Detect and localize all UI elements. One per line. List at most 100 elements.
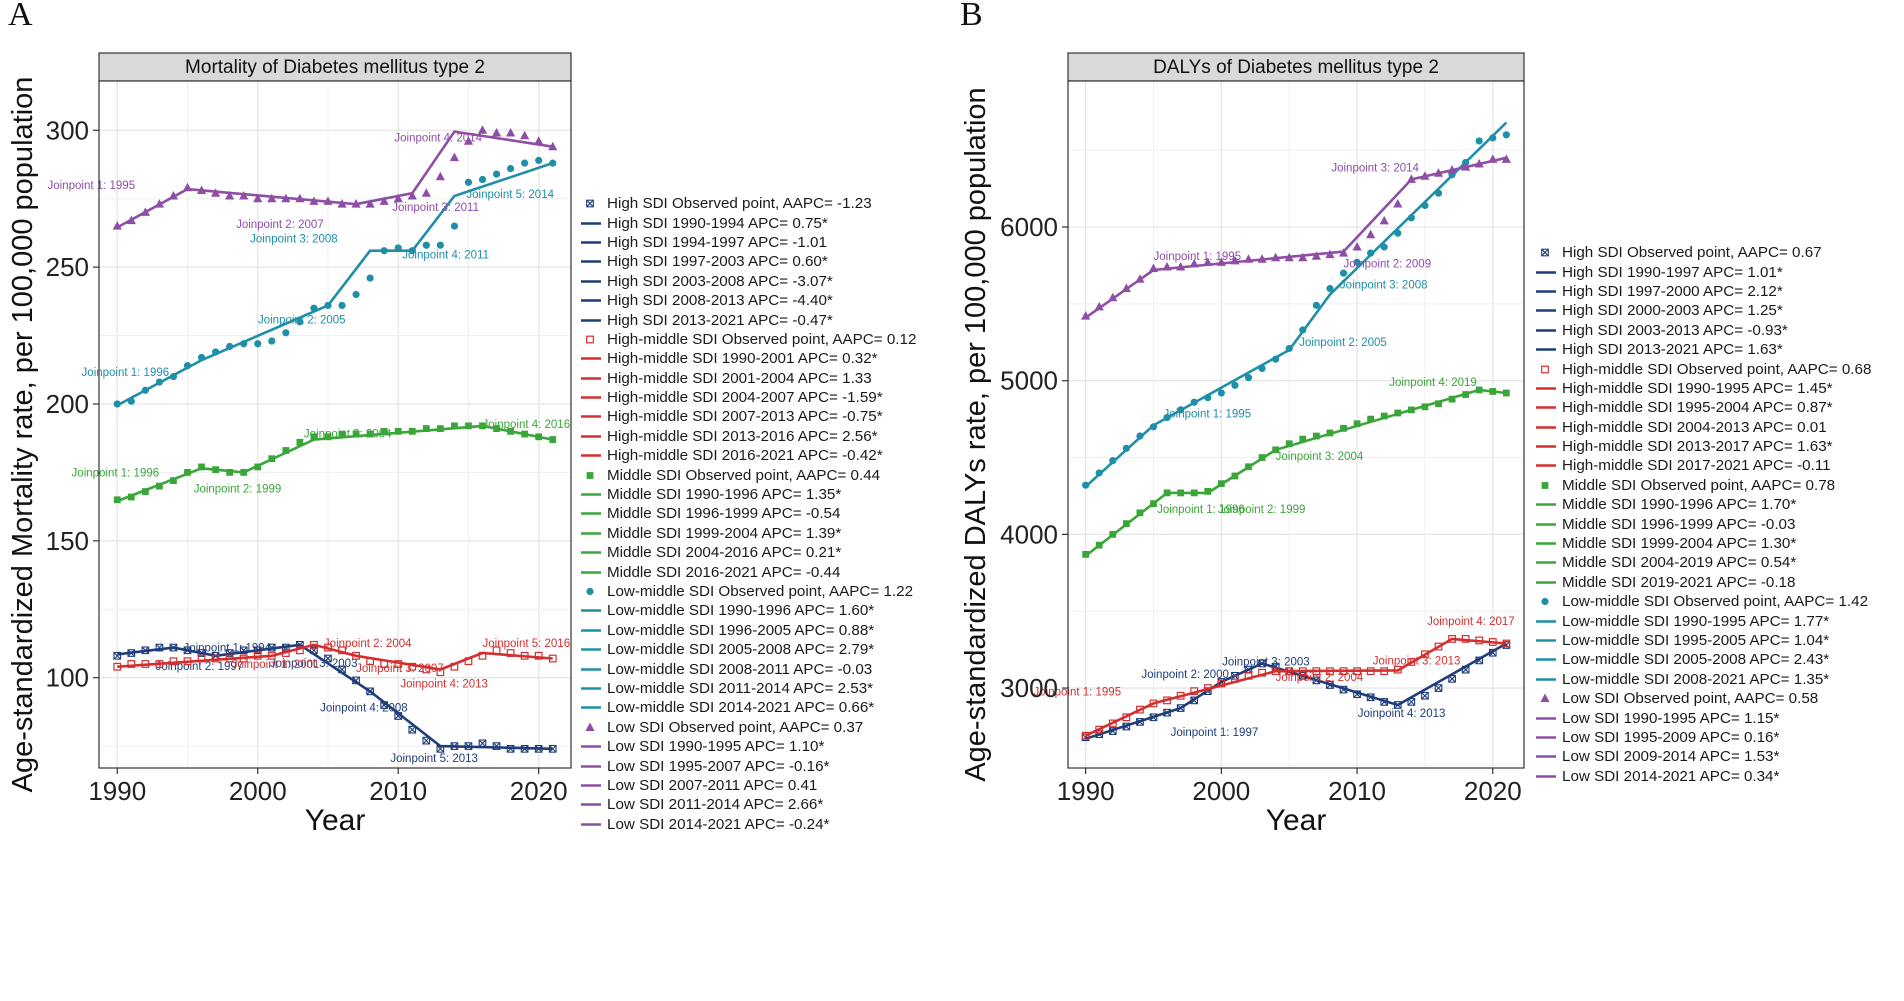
dalys-point-low-middle-sdi <box>1312 301 1320 309</box>
dalys-point-high-middle-sdi <box>1488 638 1497 646</box>
legend-entry: Low-middle SDI 2005-2008 APC= 2.79* <box>581 640 916 659</box>
dalys-point-low-sdi <box>1474 158 1484 168</box>
legend-key <box>1536 619 1556 623</box>
legend-key <box>1536 775 1556 778</box>
legend-key <box>1536 581 1556 584</box>
dalys-point-high-middle-sdi <box>1122 713 1131 722</box>
mortality-point-low-middle-sdi <box>254 340 262 348</box>
mortality-x-tick-label: 2000 <box>229 776 287 806</box>
legend-entry: High SDI 2003-2013 APC= -0.93* <box>1536 321 1871 340</box>
legend-key <box>581 803 601 806</box>
mortality-point-middle-sdi <box>212 466 219 474</box>
mortality-point-low-middle-sdi <box>422 241 430 249</box>
legend-entry: Middle SDI 1996-1999 APC= -0.03 <box>1536 514 1871 533</box>
legend-entry: Low SDI 1995-2009 APC= 0.16* <box>1536 728 1871 747</box>
mortality-point-low-sdi <box>534 136 544 145</box>
mortality-point-low-sdi <box>337 199 347 208</box>
mortality-point-middle-sdi <box>184 468 191 476</box>
dalys-point-low-middle-sdi <box>1109 457 1117 465</box>
legend-label: Middle SDI 2016-2021 APC= -0.44 <box>607 563 841 581</box>
dalys-point-high-sdi <box>1163 708 1171 717</box>
dalys-point-low-sdi <box>1420 171 1430 180</box>
legend-entry: High-middle SDI Observed point, AAPC= 0.… <box>1536 359 1871 378</box>
dalys-plot-border <box>1067 80 1525 769</box>
mortality-point-low-sdi <box>351 199 361 208</box>
mortality-point-low-sdi <box>281 193 291 203</box>
dalys-point-high-sdi <box>1421 691 1429 700</box>
dalys-point-high-sdi <box>1448 675 1456 683</box>
dalys-point-low-middle-sdi <box>1339 269 1348 277</box>
legend-entry: High SDI 2013-2021 APC= -0.47* <box>581 310 916 329</box>
mortality-joinpoint-label: Joinpoint 5: 2013 <box>390 753 478 765</box>
mortality-point-low-middle-sdi <box>310 304 318 312</box>
mortality-point-low-middle-sdi <box>380 247 388 255</box>
legend-label: High SDI 1990-1997 APC= 1.01* <box>1562 263 1783 281</box>
dalys-point-low-middle-sdi <box>1421 201 1429 210</box>
mortality-point-middle-sdi <box>268 455 276 463</box>
mortality-point-low-sdi <box>239 190 249 200</box>
legend-entry: Low SDI 2014-2021 APC= -0.24* <box>581 815 916 834</box>
dalys-point-high-sdi <box>1149 713 1158 722</box>
mortality-point-high-middle-sdi <box>366 657 375 666</box>
legend-key <box>1541 481 1549 489</box>
mortality-point-middle-sdi <box>507 427 514 435</box>
legend-key <box>1536 309 1556 313</box>
mortality-point-high-middle-sdi <box>197 654 206 663</box>
mortality-point-high-middle-sdi <box>155 660 164 668</box>
mortality-point-low-middle-sdi <box>394 244 402 252</box>
mortality-point-low-sdi <box>196 185 207 194</box>
mortality-point-high-sdi <box>155 643 164 652</box>
dalys-joinpoint-label: Joinpoint 4: 2019 <box>1389 377 1477 389</box>
mortality-point-low-middle-sdi <box>155 378 164 386</box>
mortality-point-low-middle-sdi <box>211 348 220 356</box>
mortality-joinpoint-label: Joinpoint 1: 1996 <box>72 467 160 479</box>
mortality-point-low-sdi <box>393 193 403 203</box>
dalys-point-low-sdi <box>1148 263 1159 273</box>
dalys-point-high-sdi <box>1339 685 1348 694</box>
legend-key <box>586 335 594 344</box>
mortality-point-middle-sdi <box>366 430 374 438</box>
legend-label: Low SDI 1995-2007 APC= -0.16* <box>607 757 830 775</box>
dalys-point-high-middle-sdi <box>1312 667 1321 676</box>
mortality-point-middle-sdi <box>156 482 163 490</box>
legend-label: Middle SDI 1999-2004 APC= 1.39* <box>607 524 842 542</box>
dalys-point-low-middle-sdi <box>1434 189 1443 197</box>
mortality-point-low-sdi <box>365 199 375 208</box>
dalys-point-low-middle-sdi <box>1177 406 1185 414</box>
dalys-point-middle-sdi <box>1136 509 1144 517</box>
dalys-point-high-middle-sdi <box>1176 691 1185 700</box>
mortality-point-high-middle-sdi <box>310 640 318 649</box>
dalys-point-low-sdi <box>1203 257 1213 266</box>
legend-label: Low SDI 1990-1995 APC= 1.15* <box>1562 709 1780 727</box>
dalys-y-tick-label: 6000 <box>1000 212 1058 242</box>
dalys-joinpoint-label: Joinpoint 1: 1995 <box>1154 251 1242 263</box>
mortality-point-high-middle-sdi <box>534 651 543 660</box>
legend-label: Middle SDI 2004-2016 APC= 0.21* <box>607 544 842 562</box>
legend-key <box>1536 329 1556 332</box>
mortality-x-tick-label: 2020 <box>510 776 568 806</box>
dalys-point-middle-sdi <box>1272 446 1280 454</box>
dalys-point-low-sdi <box>1501 154 1511 163</box>
dalys-point-high-sdi <box>1258 659 1266 668</box>
legend-entry: High-middle SDI 2017-2021 APC= -0.11 <box>1536 456 1871 475</box>
legend-label: Low-middle SDI 2008-2021 APC= 1.35* <box>1562 670 1830 688</box>
mortality-point-low-sdi <box>477 125 488 134</box>
mortality-point-high-sdi <box>478 739 487 748</box>
mortality-point-middle-sdi <box>549 436 557 443</box>
dalys-point-middle-sdi <box>1258 454 1266 461</box>
mortality-point-high-middle-sdi <box>141 660 150 668</box>
legend-key <box>581 551 601 554</box>
mortality-y-axis-title: Age-standardized Mortality rate, per 100… <box>7 77 39 793</box>
dalys-point-low-middle-sdi <box>1489 134 1497 142</box>
legend-entry: High SDI 1990-1997 APC= 1.01* <box>1536 262 1871 281</box>
legend-entry: High-middle SDI 1990-2001 APC= 0.32* <box>581 349 916 368</box>
legend-label: Low SDI 2014-2021 APC= -0.24* <box>607 815 830 833</box>
legend-label: High SDI 1994-1997 APC= -1.01 <box>607 233 827 251</box>
dalys-point-high-middle-sdi <box>1393 665 1402 674</box>
legend-label: Low SDI Observed point, AAPC= 0.58 <box>1562 690 1819 708</box>
legend-key <box>581 377 601 380</box>
dalys-point-low-sdi <box>1298 252 1308 262</box>
dalys-point-high-sdi <box>1095 730 1104 739</box>
dalys-point-middle-sdi <box>1462 391 1470 398</box>
